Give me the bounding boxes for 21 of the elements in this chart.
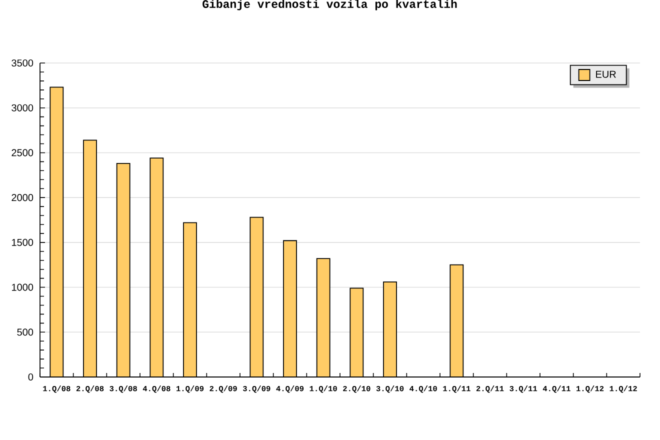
y-tick-label: 2500 [12, 149, 34, 156]
legend-label: EUR [596, 70, 616, 78]
y-tick-label: 2000 [12, 194, 34, 202]
bar [384, 282, 397, 377]
y-tick-label: 0 [28, 373, 34, 381]
bar [350, 288, 364, 377]
bar [284, 240, 297, 377]
y-tick-label: 1500 [12, 238, 34, 246]
y-tick-label: 500 [17, 328, 34, 336]
y-tick-label: 3500 [12, 59, 34, 67]
y-tick-label: 3000 [12, 104, 34, 112]
bar [250, 217, 264, 377]
bar [116, 163, 130, 377]
bar [50, 87, 64, 377]
bar [450, 264, 464, 377]
bar [84, 140, 96, 377]
y-tick-label: 1000 [12, 284, 34, 291]
bar [150, 158, 164, 377]
bar [184, 222, 196, 377]
bar [316, 258, 330, 377]
chart-title: Gibanje vrednosti vozila po kvartalih [202, 0, 457, 10]
